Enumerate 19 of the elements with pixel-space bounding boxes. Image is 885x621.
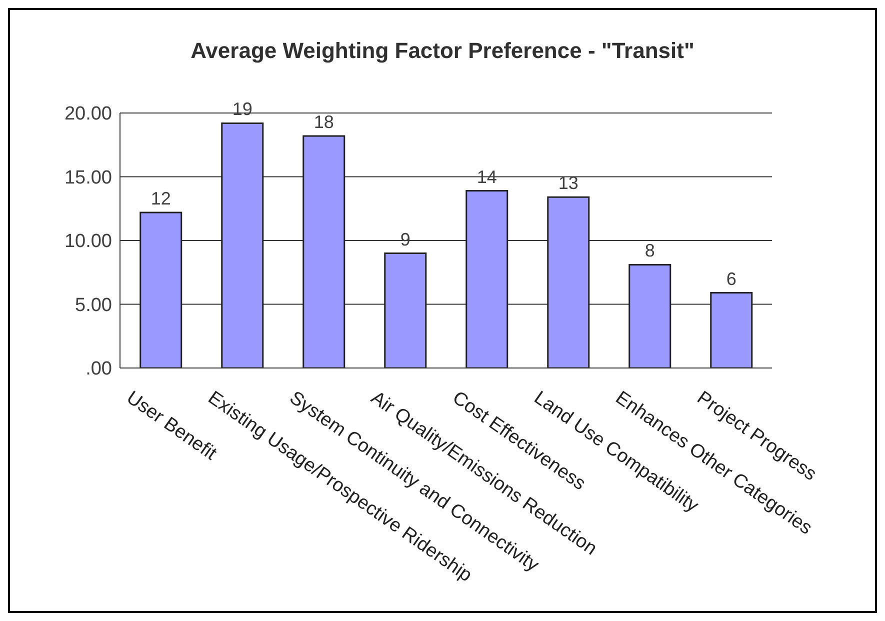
bar [547, 196, 590, 368]
y-tick-label: 10.00 [64, 231, 112, 252]
data-label: 18 [314, 112, 334, 132]
bar [466, 190, 508, 368]
data-label: 6 [726, 268, 736, 289]
bar [710, 292, 753, 368]
chart-title: Average Weighting Factor Preference - "Transit" [190, 38, 696, 64]
y-tick-label: 20.00 [64, 104, 112, 125]
y-tick-label: 5.00 [75, 294, 112, 316]
bar [628, 264, 672, 368]
bar [221, 122, 264, 368]
bar [302, 135, 346, 368]
y-tick-label: 15.00 [64, 167, 112, 188]
bar [384, 252, 427, 368]
bar [140, 212, 182, 368]
y-tick-label: .00 [86, 358, 112, 380]
data-label: 8 [644, 240, 655, 261]
data-label: 13 [558, 173, 578, 194]
data-label: 12 [150, 188, 171, 208]
